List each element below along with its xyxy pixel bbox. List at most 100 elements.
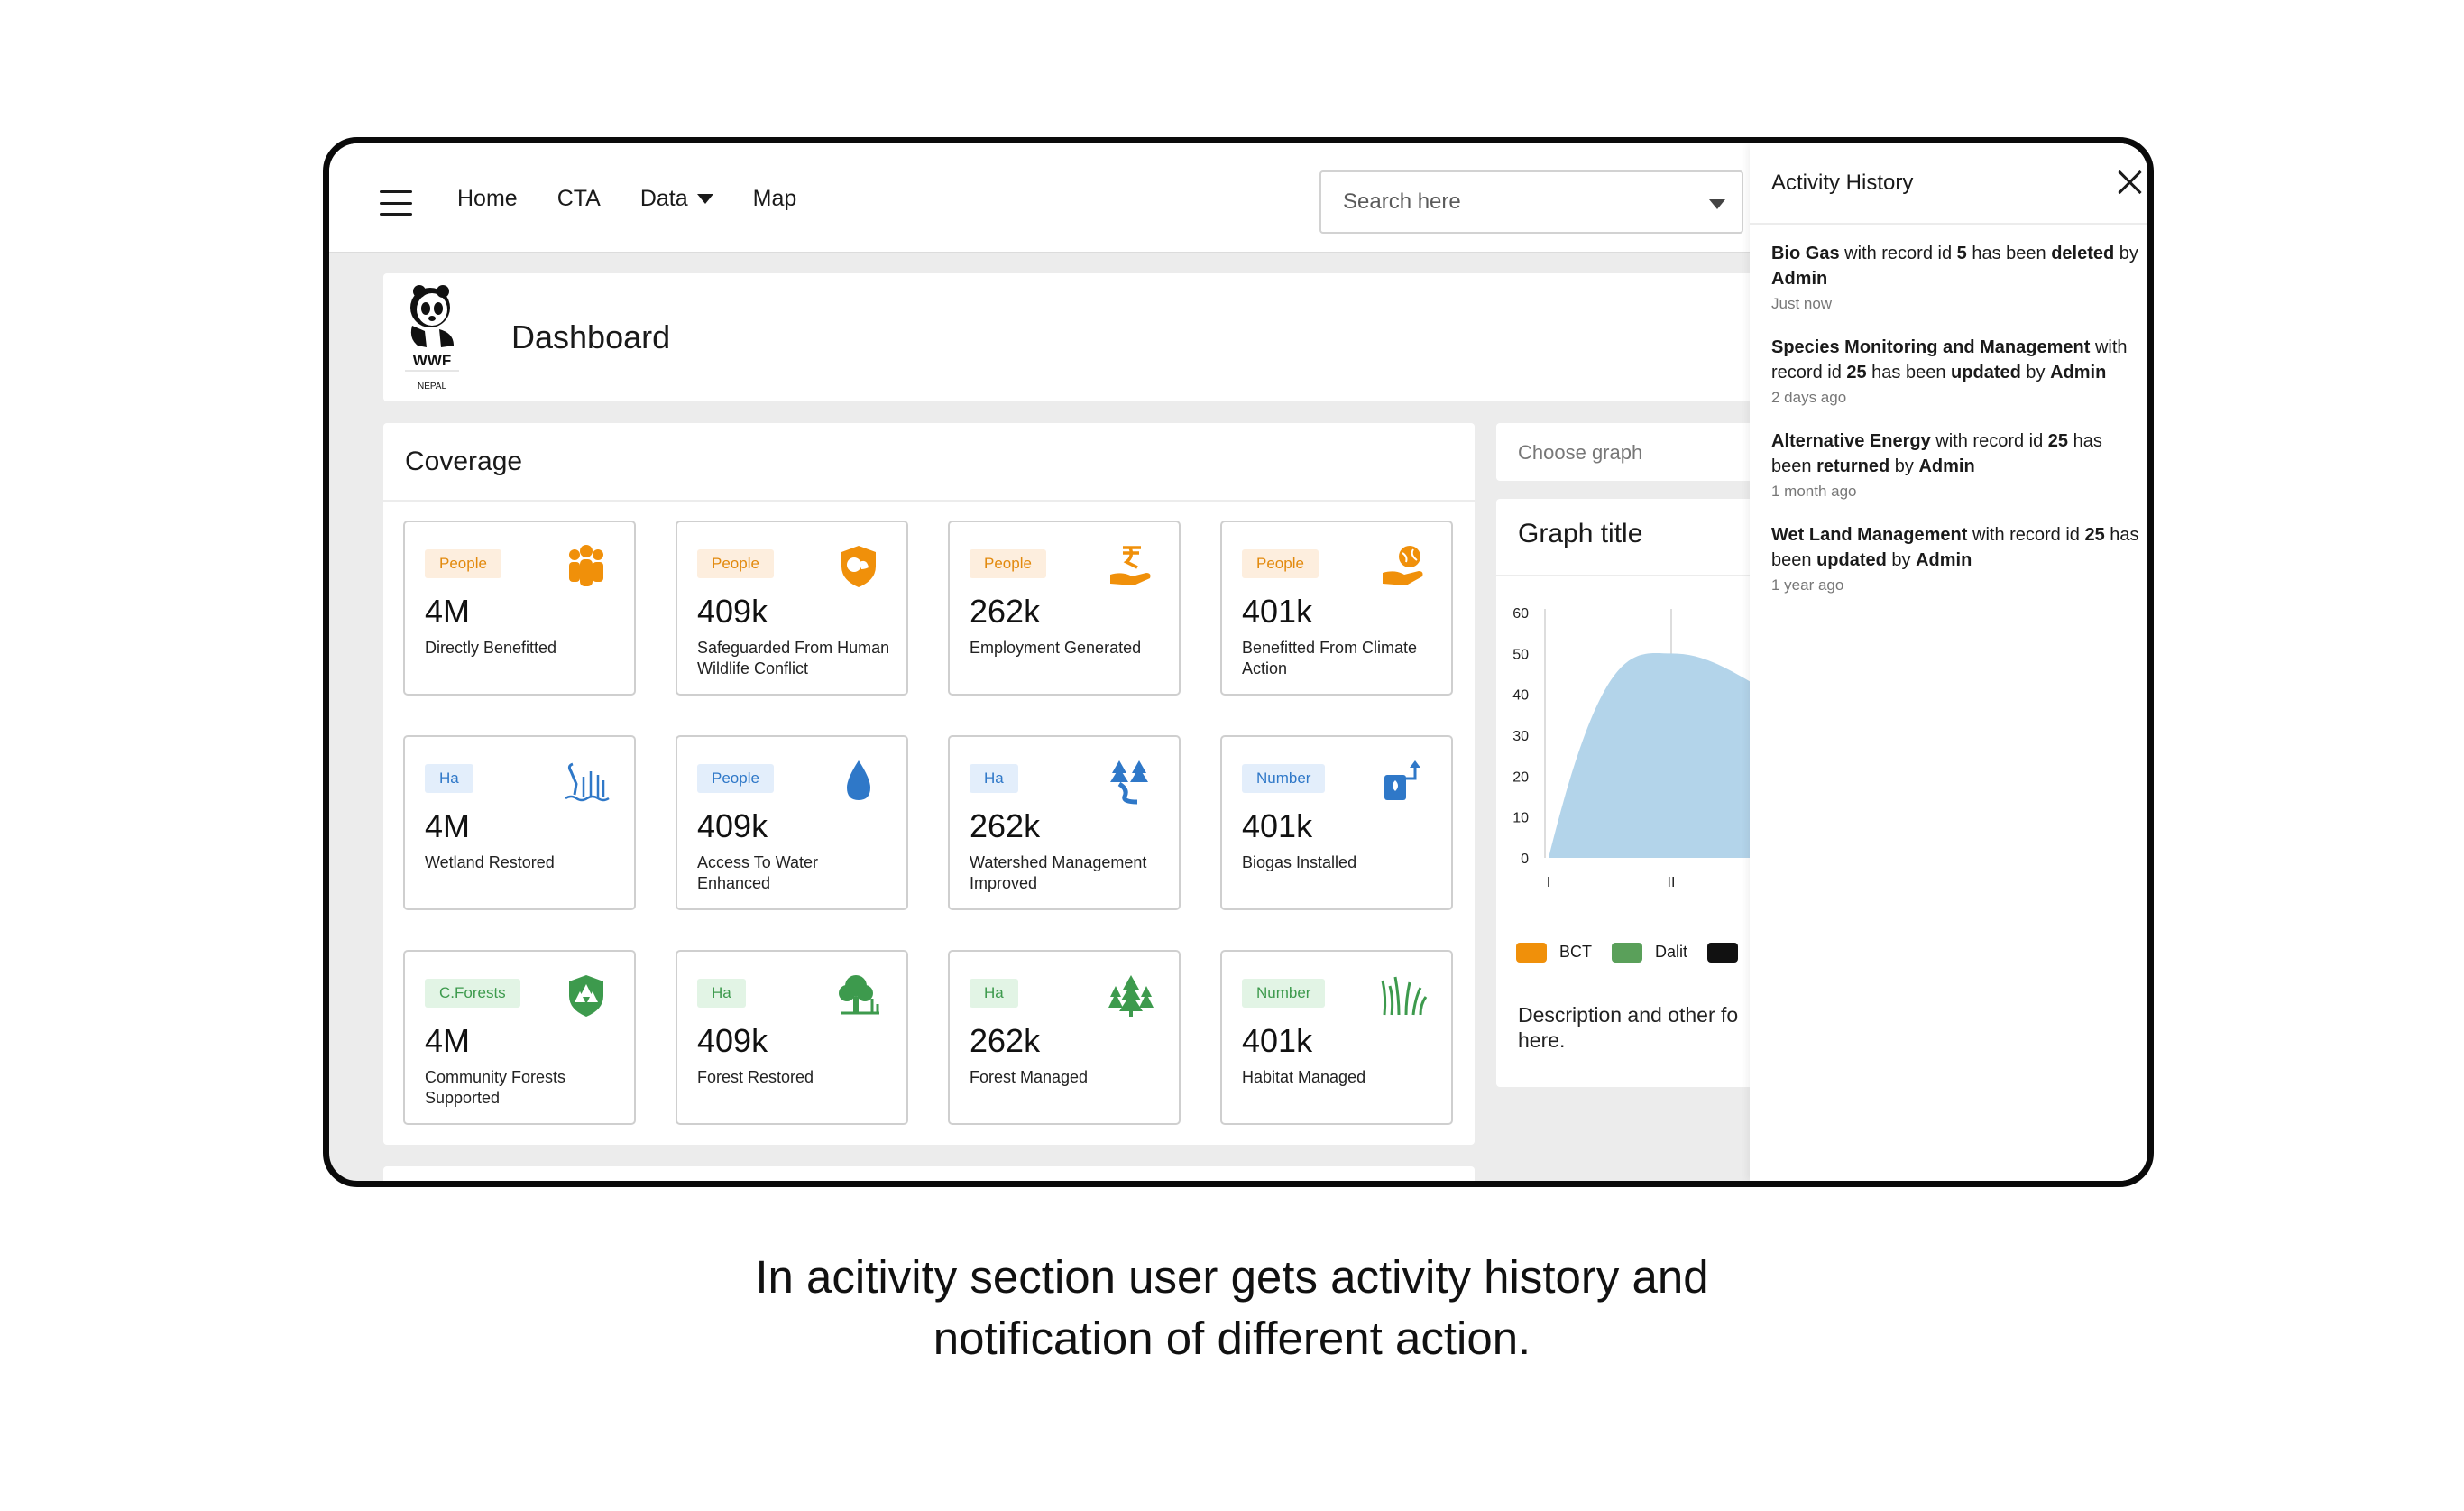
activity-action: deleted	[2051, 244, 2115, 263]
coverage-title: Coverage	[405, 447, 523, 476]
activity-text-part: has been	[1771, 525, 2139, 570]
stat-tile[interactable]: Ha 409k Forest Restored	[676, 950, 908, 1125]
stat-label: Wetland Restored	[425, 853, 555, 871]
activity-actor: Admin	[2050, 363, 2107, 382]
next-panel	[383, 1166, 1475, 1181]
stat-value: 262k	[970, 593, 1041, 630]
stat-tile[interactable]: People 401k Benefitted From Climate Acti…	[1220, 521, 1453, 696]
activity-list: Bio Gas with record id 5 has been delete…	[1771, 241, 2141, 616]
stat-value: 262k	[970, 1022, 1041, 1059]
activity-item[interactable]: Bio Gas with record id 5 has been delete…	[1771, 241, 2141, 313]
nav-home[interactable]: Home	[457, 186, 518, 212]
stat-value: 409k	[697, 593, 768, 630]
search-box[interactable]	[1319, 170, 1743, 234]
biogas-icon	[1384, 760, 1420, 800]
chevron-down-icon	[696, 193, 713, 204]
nav-data-dropdown[interactable]: Data	[640, 186, 713, 212]
activity-item[interactable]: Alternative Energy with record id 25 has…	[1771, 428, 2141, 501]
coverage-tiles: People 4M Directly Benefitted People 409…	[403, 521, 1453, 1125]
nav-map-label: Map	[752, 185, 797, 211]
activity-text-part: with record id	[1839, 244, 1957, 263]
activity-header: Activity History	[1750, 143, 2147, 225]
stat-tile[interactable]: Ha 262k Watershed Management Improved	[948, 735, 1181, 910]
stat-label: Forest Restored	[697, 1068, 814, 1086]
stat-label: Access To Water Enhanced	[697, 853, 819, 892]
unit-badge: Number	[1242, 979, 1326, 1008]
y-tick-label: 10	[1512, 811, 1529, 826]
legend-item-dalit[interactable]: Dalit	[1612, 943, 1687, 963]
stat-label: Directly Benefitted	[425, 639, 557, 657]
activity-time: 1 month ago	[1771, 483, 1857, 500]
divider	[1496, 575, 1794, 576]
activity-action: updated	[1816, 550, 1887, 570]
stat-label: Safeguarded From Human Wildlife Conflict	[697, 639, 890, 677]
y-tick-label: 20	[1512, 769, 1529, 785]
unit-badge: People	[1242, 549, 1319, 578]
caption-line1: In acitivity section user gets activity …	[755, 1251, 1709, 1303]
choose-graph-placeholder: Choose graph	[1518, 441, 1643, 464]
stat-label: Habitat Managed	[1242, 1068, 1366, 1086]
shield-wildlife-icon	[841, 546, 876, 587]
close-icon[interactable]	[2117, 169, 2144, 196]
unit-badge: People	[970, 549, 1046, 578]
y-tick-label: 50	[1512, 647, 1529, 662]
activity-record-id: 25	[2084, 525, 2105, 545]
activity-actor: Admin	[1771, 269, 1828, 289]
nav-cta[interactable]: CTA	[557, 186, 601, 212]
main-nav: Home CTA Data Map	[457, 143, 796, 253]
stat-tile[interactable]: Number 401k Habitat Managed	[1220, 950, 1453, 1125]
activity-item[interactable]: Wet Land Management with record id 25 ha…	[1771, 522, 2141, 594]
choose-graph-select[interactable]: Choose graph	[1496, 423, 1794, 481]
activity-text: Wet Land Management with record id 25 ha…	[1771, 522, 2141, 573]
graph-card: Graph title 60 50 40 30 20 10 0 I II BCT Dalit …	[1496, 499, 1794, 1087]
stat-value: 401k	[1242, 807, 1313, 844]
unit-badge: Ha	[425, 764, 473, 793]
activity-text-part: has been	[1771, 431, 2102, 476]
chart-legend: BCT Dalit	[1516, 943, 1751, 963]
y-tick-label: 60	[1512, 606, 1529, 622]
activity-time: 2 days ago	[1771, 389, 1847, 406]
stat-tile[interactable]: People 4M Directly Benefitted	[403, 521, 636, 696]
stat-tile[interactable]: Ha 4M Wetland Restored	[403, 735, 636, 910]
x-tick-label: II	[1668, 875, 1676, 890]
activity-text: Alternative Energy with record id 25 has…	[1771, 428, 2141, 479]
activity-text: Bio Gas with record id 5 has been delete…	[1771, 241, 2141, 291]
stat-value: 262k	[970, 807, 1041, 844]
activity-subject: Bio Gas	[1771, 244, 1840, 263]
activity-record-id: 25	[1846, 363, 1867, 382]
unit-badge: Ha	[970, 979, 1018, 1008]
stat-tile[interactable]: People 409k Safeguarded From Human Wildl…	[676, 521, 908, 696]
activity-record-id: 25	[2047, 431, 2069, 451]
stat-tile[interactable]: People 262k Employment Generated	[948, 521, 1181, 696]
activity-item[interactable]: Species Monitoring and Management with r…	[1771, 335, 2141, 407]
stat-tile[interactable]: People 409k Access To Water Enhanced	[676, 735, 908, 910]
stat-tile[interactable]: Number 401k Biogas Installed	[1220, 735, 1453, 910]
legend-item-bct[interactable]: BCT	[1516, 943, 1592, 963]
activity-action: returned	[1816, 456, 1890, 476]
unit-badge: People	[425, 549, 501, 578]
legend-item-3[interactable]	[1707, 943, 1751, 963]
stat-tile[interactable]: C.Forests 4M Community Forests Supported	[403, 950, 636, 1125]
activity-title: Activity History	[1771, 170, 1914, 195]
people-group-icon	[569, 545, 603, 586]
stat-tile[interactable]: Ha 262k Forest Managed	[948, 950, 1181, 1125]
activity-text-part: has been	[1966, 244, 2052, 263]
stat-value: 409k	[697, 807, 768, 844]
search-input[interactable]	[1321, 172, 1742, 232]
legend-label: BCT	[1559, 943, 1592, 961]
page-title: Dashboard	[511, 318, 671, 355]
graph-description: Description and other fo here.	[1518, 1002, 1794, 1053]
divider	[383, 500, 1475, 502]
legend-label: Dalit	[1655, 943, 1688, 961]
unit-badge: People	[697, 764, 774, 793]
graph-description-line2: here.	[1518, 1028, 1566, 1052]
activity-time: 1 year ago	[1771, 576, 1844, 594]
hamburger-menu-icon[interactable]	[380, 190, 412, 216]
nav-home-label: Home	[457, 185, 518, 211]
search-dropdown-icon[interactable]	[1709, 199, 1725, 209]
caption-text: In acitivity section user gets activity …	[0, 1247, 2464, 1369]
stat-value: 409k	[697, 1022, 768, 1059]
water-drop-icon	[847, 760, 870, 800]
nav-map[interactable]: Map	[753, 186, 797, 212]
forest-shield-icon	[569, 975, 603, 1017]
